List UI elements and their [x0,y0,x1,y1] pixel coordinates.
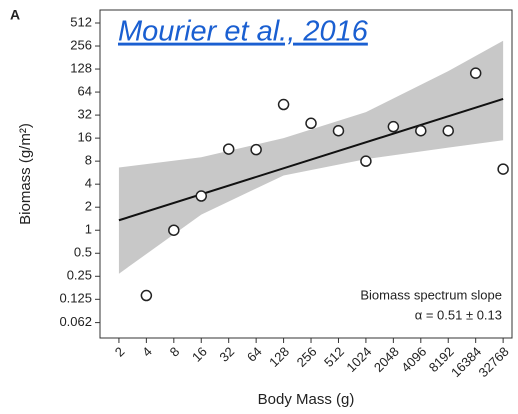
x-axis-label: Body Mass (g) [258,391,355,408]
y-tick-label: 64 [78,84,92,99]
x-tick-label: 32 [216,344,237,365]
annotation: Biomass spectrum slope [360,287,502,302]
x-tick-label: 4 [139,344,155,360]
citation-link[interactable]: Mourier et al., 2016 [118,16,369,48]
confidence-band [118,40,504,274]
y-tick-label: 32 [78,107,92,122]
x-tick-label: 256 [294,344,320,370]
y-tick-label: 0.5 [74,245,92,260]
y-tick-label: 0.125 [59,291,92,306]
y-axis-label: Biomass (g/m²) [17,123,34,225]
data-point [195,190,208,202]
x-tick-label: 64 [244,344,265,365]
annotation: α = 0.51 ± 0.13 [415,307,502,322]
x-tick-label: 4096 [398,344,429,375]
x-tick-label: 8 [167,344,183,360]
y-tick-label: 8 [85,153,92,168]
data-point [469,67,482,79]
panel-label: A [10,7,20,23]
y-tick-label: 256 [70,37,92,52]
plot-frame [99,9,513,339]
data-point [497,163,509,175]
data-point [222,143,235,155]
data-point [277,98,290,111]
y-tick-label: 16 [78,130,92,145]
y-tick-label: 2 [85,199,92,214]
data-point [360,155,372,167]
data-point [250,143,262,156]
y-tick-label: 0.062 [59,314,92,329]
x-tick-label: 32768 [476,344,512,380]
data-point [305,117,317,130]
data-point [442,124,454,137]
data-point [415,124,427,137]
y-tick-label: 128 [70,60,92,75]
y-tick-label: 1 [85,222,92,237]
data-point [387,120,400,133]
y-tick-label: 4 [85,176,92,191]
x-tick-label: 2048 [371,344,402,375]
x-tick-label: 512 [321,344,347,370]
x-tick-label: 1024 [343,344,374,375]
data-point [168,224,180,236]
x-tick-label: 16 [189,344,210,365]
y-tick-label: 512 [70,14,92,29]
y-tick-label: 0.25 [67,268,92,283]
data-point [140,289,153,302]
x-tick-label: 2 [112,344,128,360]
x-tick-label: 16384 [448,344,484,380]
x-tick-label: 128 [266,344,292,370]
fit-line [118,98,504,222]
data-point [332,124,345,137]
